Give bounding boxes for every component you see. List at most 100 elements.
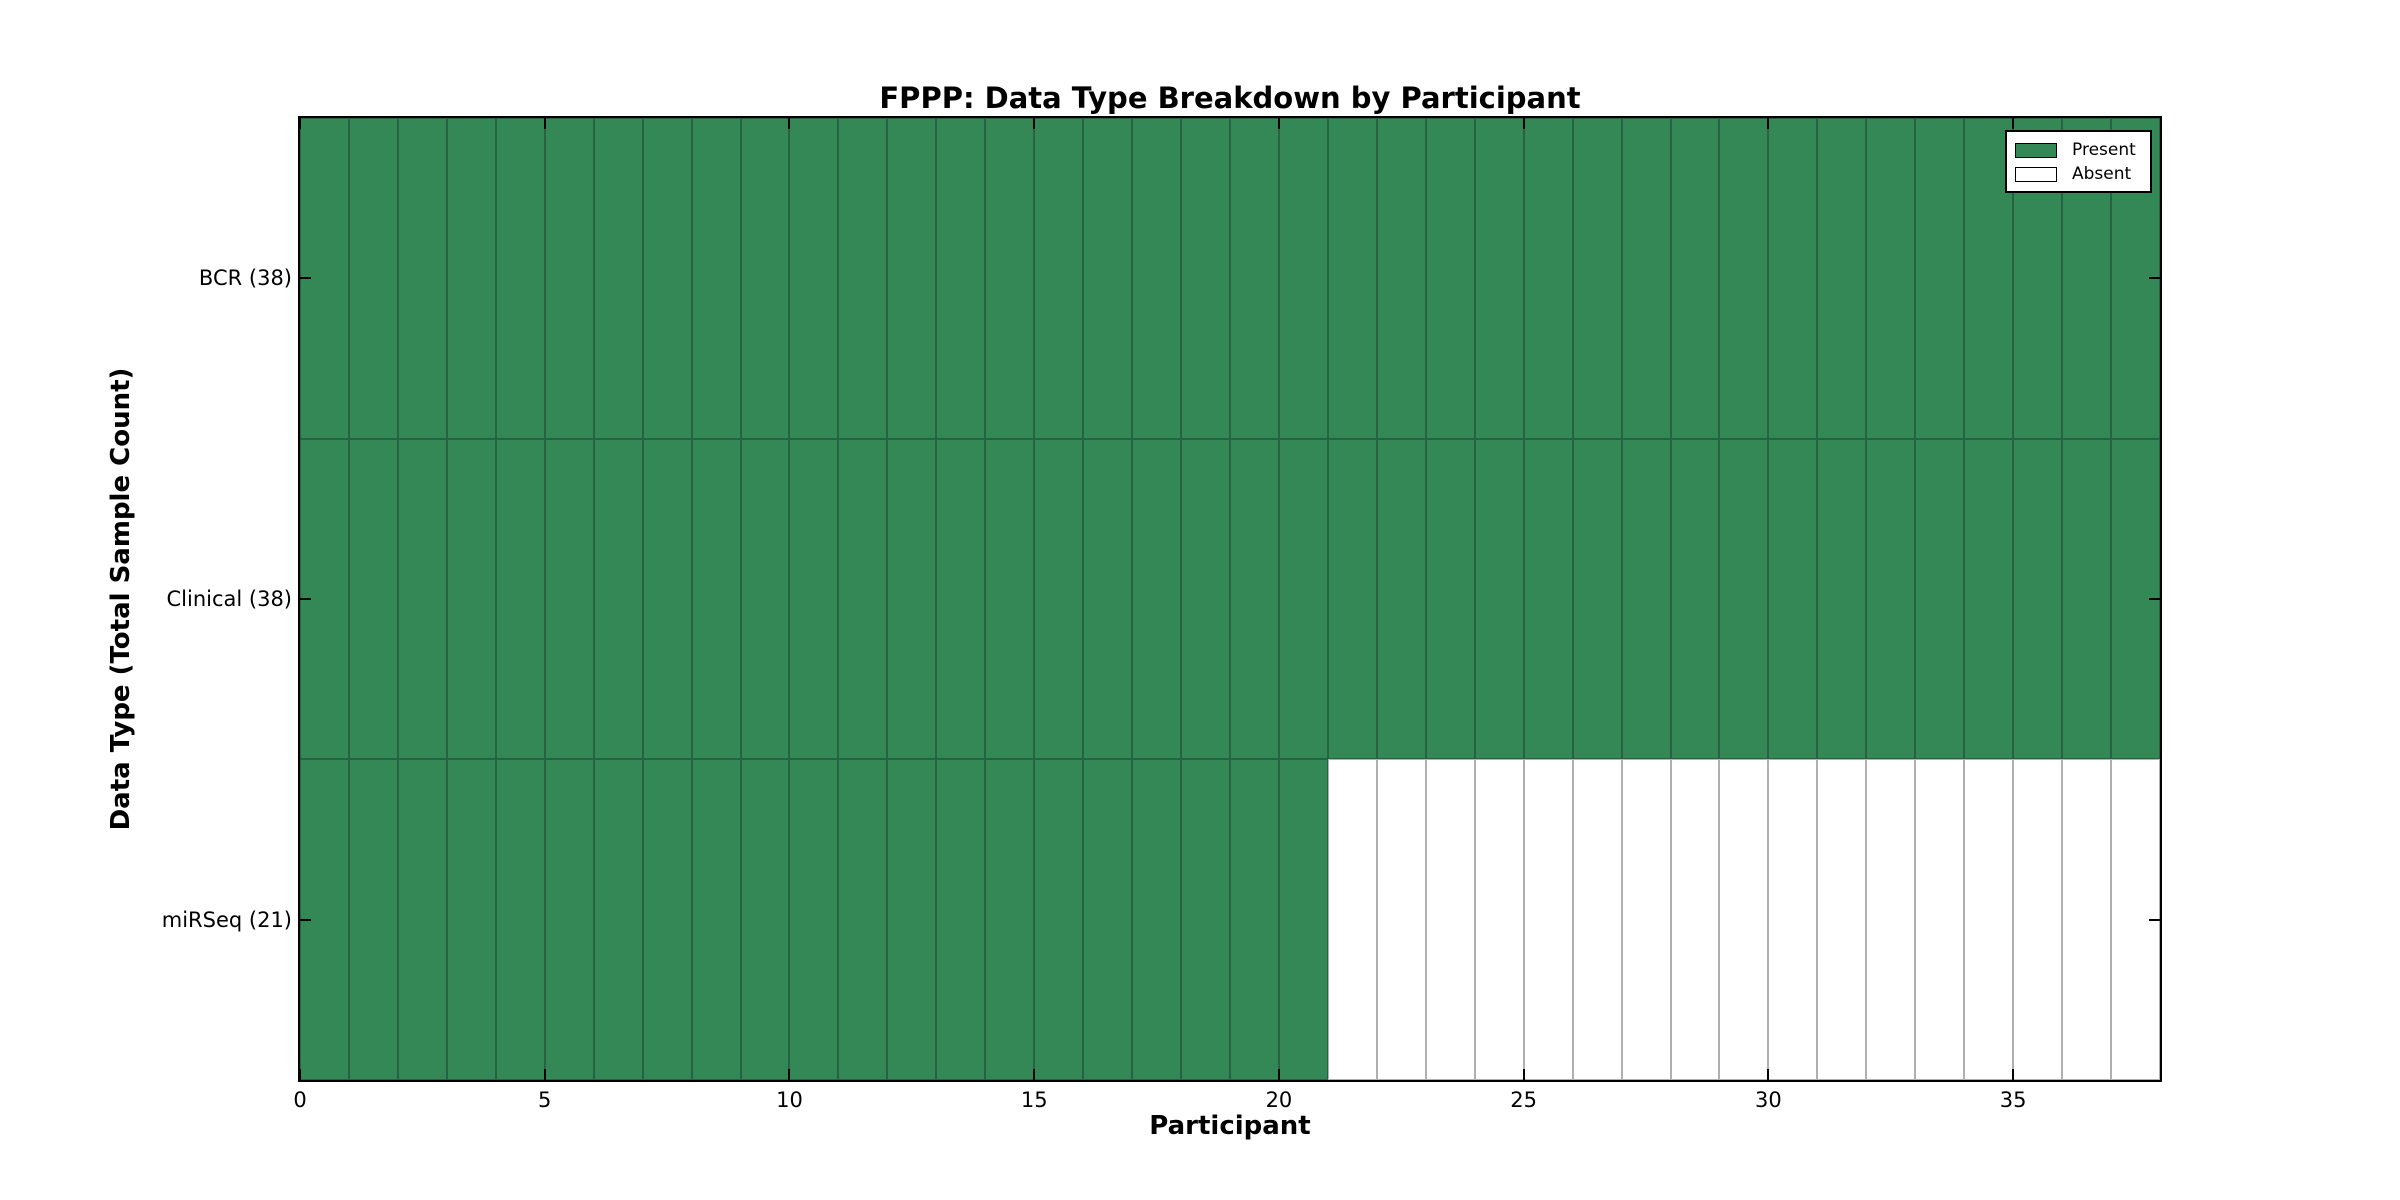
matrix-cell-present [1817, 118, 1867, 439]
y-tick-mark-right [2149, 277, 2160, 280]
chart-title: FPPP: Data Type Breakdown by Participant [879, 81, 1581, 115]
matrix-cell-present [397, 438, 447, 760]
matrix-cell-present [1034, 118, 1084, 439]
matrix-cell-present [691, 118, 741, 439]
matrix-cell-present [1181, 118, 1230, 439]
matrix-cell-absent [1327, 759, 1377, 1080]
matrix-cell-present [1327, 438, 1377, 760]
y-axis-label: Data Type (Total Sample Count) [106, 367, 136, 831]
matrix-cell-present [1132, 759, 1182, 1080]
matrix-cell-present [1278, 118, 1328, 439]
matrix-cell-present [740, 118, 790, 439]
x-tick-mark-top [543, 118, 546, 129]
matrix-cell-present [1376, 118, 1426, 439]
matrix-cell-present [1817, 438, 1867, 760]
matrix-cell-present [1866, 118, 1916, 439]
matrix-cell-present [348, 759, 398, 1080]
x-tick-mark-bottom [1767, 1069, 1770, 1080]
matrix-cell-present [1768, 438, 1818, 760]
matrix-cell-present [1230, 759, 1279, 1080]
plot-area: Present Absent [298, 116, 2162, 1082]
matrix-cell-present [838, 759, 888, 1080]
x-tick-label: 30 [1755, 1088, 1782, 1112]
legend-label-absent: Absent [2072, 164, 2132, 184]
x-tick-mark-bottom [1033, 1069, 1036, 1080]
matrix-cell-absent [1523, 759, 1573, 1080]
x-tick-mark-bottom [1277, 1069, 1280, 1080]
matrix-cell-present [544, 118, 594, 439]
matrix-cell-present [1768, 118, 1818, 439]
matrix-cell-present [1181, 438, 1230, 760]
matrix-cell-absent [1425, 759, 1475, 1080]
matrix-cell-present [1278, 438, 1328, 760]
matrix-cell-present [1034, 759, 1084, 1080]
matrix-cell-present [1523, 118, 1573, 439]
present-swatch [2015, 142, 2057, 158]
x-axis-label: Participant [1149, 1111, 1311, 1141]
matrix-cell-present [1425, 118, 1475, 439]
matrix-cell-present [740, 438, 790, 760]
matrix-cell-present [1278, 759, 1328, 1080]
matrix-cell-present [544, 759, 594, 1080]
matrix-cell-present [887, 438, 937, 760]
matrix-cell-present [789, 759, 839, 1080]
matrix-cell-present [593, 759, 643, 1080]
x-tick-mark-bottom [299, 1069, 301, 1080]
matrix-cell-present [887, 118, 937, 439]
matrix-cell-absent [1572, 759, 1622, 1080]
matrix-cell-present [397, 118, 447, 439]
matrix-cell-present [1915, 118, 1965, 439]
matrix-cell-present [1425, 438, 1475, 760]
matrix-cell-present [1474, 438, 1524, 760]
matrix-cell-present [691, 759, 741, 1080]
y-tick-mark-right [2149, 598, 2160, 600]
matrix-cell-absent [2062, 759, 2112, 1080]
x-tick-mark-bottom [2012, 1069, 2015, 1080]
matrix-cell-present [985, 759, 1035, 1080]
matrix-cell-present [1132, 438, 1182, 760]
matrix-cell-present [1866, 438, 1916, 760]
matrix-cell-present [495, 118, 545, 439]
matrix-cell-present [446, 438, 496, 760]
x-tick-label: 25 [1510, 1088, 1538, 1112]
matrix-cell-absent [1670, 759, 1720, 1080]
matrix-cell-absent [2013, 759, 2063, 1080]
x-tick-label: 35 [1999, 1088, 2027, 1112]
matrix-cell-present [495, 438, 545, 760]
matrix-cell-present [1621, 118, 1671, 439]
matrix-cell-present [985, 438, 1035, 760]
matrix-cell-absent [1964, 759, 2014, 1080]
matrix-cell-present [1083, 438, 1133, 760]
matrix-cell-present [1083, 118, 1133, 439]
matrix-cell-present [642, 118, 692, 439]
legend-label-present: Present [2072, 140, 2136, 160]
matrix-cell-present [300, 438, 349, 760]
x-tick-label: 0 [293, 1088, 307, 1112]
x-tick-mark-top [1277, 118, 1280, 129]
legend-item-absent: Absent [2015, 162, 2142, 186]
y-tick-mark-left [300, 277, 311, 280]
x-tick-label: 15 [1020, 1088, 1048, 1112]
matrix-cell-present [397, 759, 447, 1080]
matrix-cell-present [936, 759, 986, 1080]
matrix-cell-present [2062, 438, 2112, 760]
matrix-cell-present [1621, 438, 1671, 760]
matrix-cell-present [593, 118, 643, 439]
matrix-cell-present [642, 438, 692, 760]
matrix-cell-present [1132, 118, 1182, 439]
matrix-cell-present [495, 759, 545, 1080]
x-tick-mark-top [1522, 118, 1525, 129]
matrix-cell-present [1670, 118, 1720, 439]
matrix-cell-present [1083, 759, 1133, 1080]
matrix-cell-absent [1376, 759, 1426, 1080]
x-tick-mark-top [1033, 118, 1036, 129]
matrix-cell-absent [1768, 759, 1818, 1080]
matrix-cell-present [985, 118, 1035, 439]
legend: Present Absent [2005, 130, 2152, 193]
x-tick-mark-top [788, 118, 791, 129]
matrix-cell-present [446, 118, 496, 439]
matrix-cell-present [593, 438, 643, 760]
matrix-cell-present [1964, 118, 2014, 439]
absent-swatch [2015, 166, 2057, 182]
